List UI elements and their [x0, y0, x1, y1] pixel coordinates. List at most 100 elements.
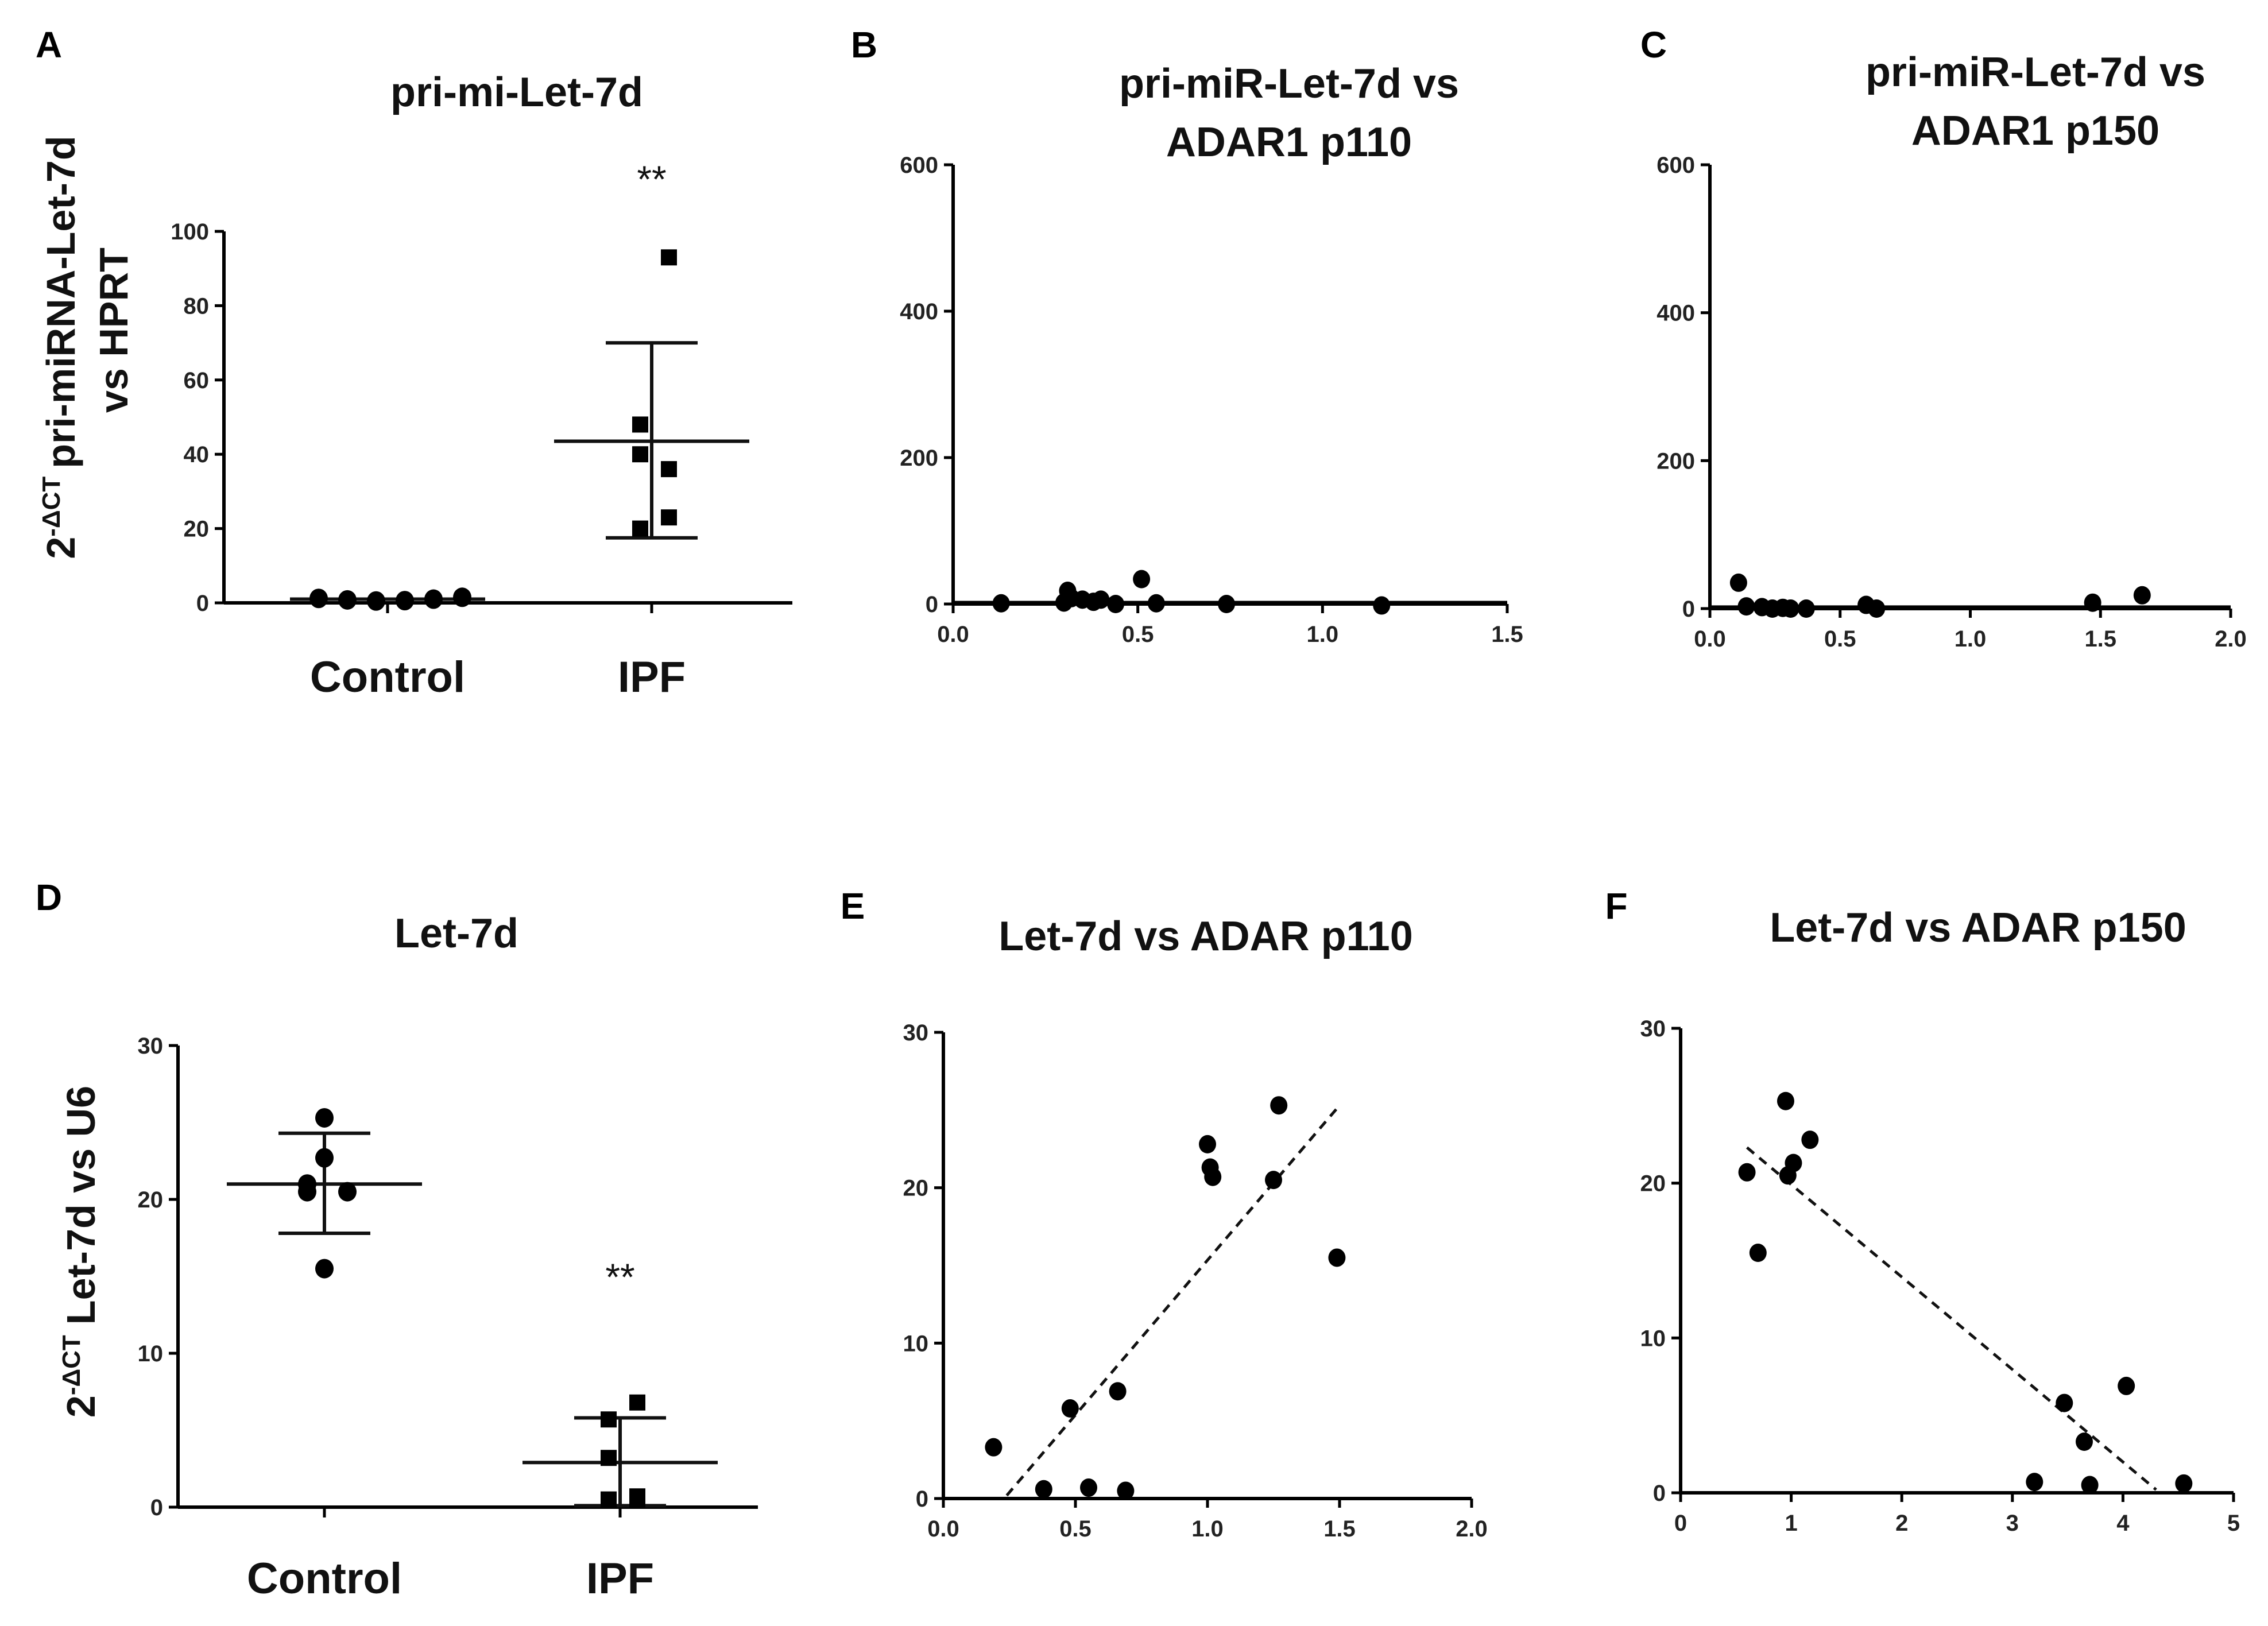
y-tick-label: 20 — [903, 1176, 929, 1201]
data-point — [1270, 1096, 1288, 1115]
data-point — [1035, 1480, 1052, 1499]
panel-b-letter: B — [851, 24, 877, 65]
data-point-circle — [424, 589, 443, 609]
x-tick-label: 3 — [2006, 1511, 2019, 1536]
x-tick-label: 1.0 — [1191, 1516, 1224, 1542]
data-point — [1092, 590, 1110, 609]
data-point-square — [632, 416, 648, 433]
x-tick-label: 2.0 — [2215, 626, 2247, 652]
category-label-control: Control — [310, 653, 465, 702]
data-point-square — [661, 509, 677, 526]
x-tick-label: 4 — [2116, 1511, 2130, 1536]
panel-d-letter: D — [36, 877, 62, 918]
y-tick-label: 20 — [184, 517, 210, 542]
regression-line — [1745, 1146, 2157, 1491]
regression-line — [1005, 1104, 1341, 1497]
y-tick-label: 80 — [184, 293, 210, 319]
y-tick-label: 0 — [1653, 1481, 1666, 1506]
y-tick-label: 40 — [184, 442, 210, 467]
data-point-square — [629, 1394, 645, 1411]
y-tick-label: 100 — [171, 219, 209, 245]
panel-a-letter: A — [36, 24, 62, 65]
y-tick-label: 20 — [138, 1187, 164, 1213]
data-point — [1777, 1091, 1794, 1110]
x-tick-label: 5 — [2227, 1511, 2240, 1536]
panel-e: E Let-7d vs ADAR p110 0 10 20 30 0.0 0.5 1.0 1.5 2… — [841, 885, 1488, 1542]
data-point — [1373, 596, 1391, 615]
x-tick-label: 0.5 — [1824, 626, 1856, 652]
x-tick-label: 1 — [1785, 1511, 1797, 1536]
data-point-circle — [315, 1108, 334, 1128]
data-point — [2118, 1376, 2135, 1395]
data-point — [1265, 1171, 1282, 1190]
x-tick-label: 1.0 — [1954, 626, 1987, 652]
y-axis-label-line1: 2-ΔCT pri-miRNA-Let-7d — [37, 136, 83, 559]
y-axis-label-text: pri-miRNA-Let-7d — [38, 136, 83, 468]
data-point — [1729, 573, 1747, 592]
y-tick-label: 0 — [150, 1495, 163, 1520]
data-point — [2026, 1473, 2043, 1492]
data-point — [1782, 599, 1799, 618]
y-tick-label: 30 — [138, 1033, 164, 1059]
data-point — [985, 1438, 1003, 1457]
significance-marker: ** — [605, 1256, 634, 1298]
x-tick-label: 1.5 — [1491, 622, 1523, 647]
significance-marker: ** — [637, 158, 666, 200]
data-point — [1147, 594, 1165, 613]
category-label-ipf: IPF — [586, 1554, 654, 1603]
y-tick-label: 10 — [1640, 1326, 1666, 1351]
panel-b-title-line2: ADAR1 p110 — [1166, 119, 1412, 165]
panel-f-title: Let-7d vs ADAR p150 — [1770, 905, 2186, 951]
panel-c-letter: C — [1640, 24, 1667, 65]
data-point-square — [601, 1450, 617, 1466]
data-point-circle — [338, 590, 357, 610]
x-tick-label: 0.0 — [1694, 626, 1726, 652]
data-point — [1868, 599, 1886, 618]
x-tick-label: 0 — [1674, 1511, 1687, 1536]
data-point — [2084, 593, 2101, 612]
data-point-circle — [396, 591, 414, 611]
y-tick-label: 0 — [1682, 597, 1695, 622]
panel-e-title: Let-7d vs ADAR p110 — [998, 913, 1413, 959]
data-point-circle — [338, 1182, 357, 1202]
y-tick-label: 20 — [1640, 1171, 1666, 1197]
data-point — [1061, 1399, 1079, 1418]
data-point-circle — [453, 587, 471, 607]
data-point — [1107, 595, 1125, 613]
data-point — [992, 594, 1010, 613]
data-point — [2081, 1476, 2099, 1495]
data-point-square — [632, 520, 648, 537]
data-point — [1199, 1135, 1216, 1153]
y-axis-label: 2-ΔCT Let-7d vs U6 — [57, 1086, 103, 1418]
y-axis-label-base: 2 — [59, 1395, 103, 1418]
y-axis-label-superscript: -ΔCT — [37, 477, 65, 537]
data-point-square — [632, 446, 648, 463]
panel-f-letter: F — [1605, 885, 1627, 927]
data-point-circle — [298, 1182, 316, 1202]
y-tick-label: 10 — [138, 1341, 164, 1366]
category-label-control: Control — [247, 1554, 402, 1603]
data-point — [2133, 586, 2151, 605]
x-tick-label: 0.0 — [937, 622, 969, 647]
y-tick-label: 600 — [1657, 153, 1695, 178]
y-axis-label-text: Let-7d vs U6 — [59, 1086, 103, 1325]
y-tick-label: 0 — [196, 591, 209, 616]
data-point — [1218, 595, 1236, 613]
data-point-square — [601, 1491, 617, 1508]
data-point — [1204, 1167, 1222, 1186]
panel-c-title-line1: pri-miR-Let-7d vs — [1866, 49, 2205, 95]
y-tick-label: 400 — [900, 299, 938, 324]
y-axis-label: 2-ΔCT pri-miRNA-Let-7d vs HPRT — [37, 136, 136, 559]
y-tick-label: 0 — [916, 1486, 928, 1512]
data-point — [1738, 1163, 1756, 1182]
data-point-square — [661, 461, 677, 478]
panel-b-title-line1: pri-miR-Let-7d vs — [1119, 61, 1459, 107]
data-point — [1785, 1153, 1802, 1172]
y-tick-label: 60 — [184, 368, 210, 393]
data-point-circle — [309, 589, 328, 609]
data-point — [1080, 1478, 1097, 1497]
panel-a-title: pri-mi-Let-7d — [390, 69, 643, 115]
y-axis-label-superscript: -ΔCT — [57, 1335, 86, 1395]
